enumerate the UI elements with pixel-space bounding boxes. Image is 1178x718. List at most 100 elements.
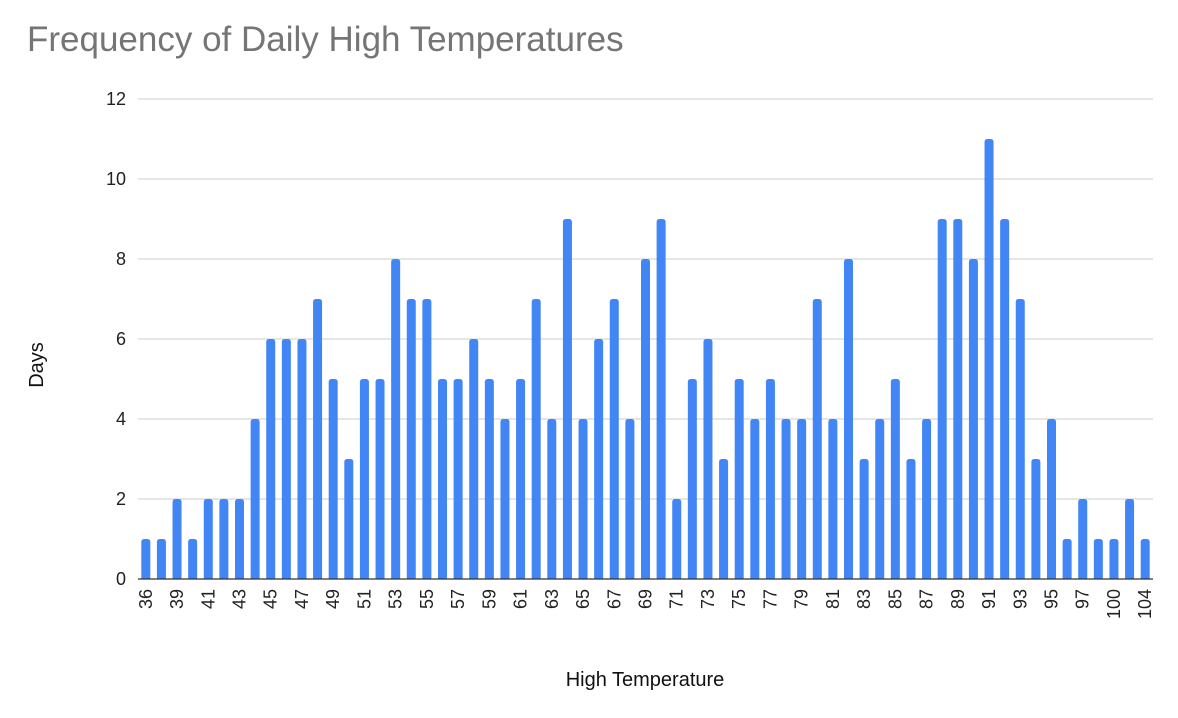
x-tick-label: 49 — [323, 589, 343, 609]
bar-79 — [797, 419, 807, 579]
x-tick-label: 55 — [417, 589, 437, 609]
x-tick-label: 95 — [1042, 589, 1062, 609]
bar-53 — [391, 259, 401, 579]
bar-77 — [765, 379, 775, 579]
y-tick-label: 0 — [116, 569, 126, 589]
y-tick-label: 2 — [116, 489, 126, 509]
x-tick-label: 63 — [542, 589, 562, 609]
bar-54 — [406, 299, 416, 579]
bar-97 — [1078, 499, 1088, 579]
bar-94 — [1031, 459, 1041, 579]
bar-75 — [734, 379, 744, 579]
x-tick-label: 83 — [854, 589, 874, 609]
x-tick-label: 71 — [667, 589, 687, 609]
bar-92 — [1000, 219, 1010, 579]
x-tick-label: 81 — [823, 589, 843, 609]
x-tick-label: 104 — [1135, 589, 1155, 619]
bar-81 — [828, 419, 838, 579]
bar-85 — [890, 379, 900, 579]
bar-66 — [594, 339, 604, 579]
x-tick-label: 57 — [448, 589, 468, 609]
bar-101 — [1125, 499, 1135, 579]
bar-48 — [313, 299, 323, 579]
bar-69 — [641, 259, 650, 579]
bar-104 — [1140, 539, 1150, 579]
bar-50 — [344, 459, 354, 579]
bar-55 — [422, 299, 432, 579]
bar-90 — [968, 259, 978, 579]
y-tick-label: 8 — [116, 249, 126, 269]
bar-49 — [328, 379, 338, 579]
bar-93 — [1015, 299, 1025, 579]
y-tick-label: 10 — [106, 169, 126, 189]
x-tick-label: 69 — [636, 589, 656, 609]
bar-98 — [1093, 539, 1103, 579]
bar-47 — [297, 339, 307, 579]
x-tick-label: 51 — [354, 589, 374, 609]
bar-60 — [500, 419, 510, 579]
bar-39 — [172, 499, 182, 579]
x-tick-label: 73 — [698, 589, 718, 609]
x-tick-label: 87 — [917, 589, 937, 609]
bar-59 — [484, 379, 494, 579]
x-tick-label: 39 — [167, 589, 187, 609]
bar-63 — [547, 419, 557, 579]
bar-62 — [531, 299, 541, 579]
bar-96 — [1062, 539, 1072, 579]
bar-91 — [984, 139, 994, 579]
x-axis-label: High Temperature — [566, 669, 725, 691]
bar-42 — [219, 499, 229, 579]
x-tick-label: 53 — [386, 589, 406, 609]
bar-43 — [235, 499, 244, 579]
bar-71 — [672, 499, 682, 579]
y-axis-label: Days — [26, 342, 48, 388]
bar-44 — [250, 419, 260, 579]
bar-95 — [1047, 419, 1056, 579]
bar-86 — [906, 459, 916, 579]
bar-73 — [703, 339, 713, 579]
x-tick-label: 59 — [479, 589, 499, 609]
bar-45 — [266, 339, 276, 579]
bar-46 — [281, 339, 291, 579]
bar-61 — [516, 379, 526, 579]
x-axis-ticks: 36 39 41 43 45 47 49 51 53 55 57 59 61 63 65 67 69 71 73 75… — [136, 589, 1155, 619]
bar-41 — [203, 499, 213, 579]
bar-78 — [781, 419, 791, 579]
y-axis-ticks: 0 2 4 6 8 10 12 — [106, 89, 126, 589]
bar-40 — [188, 539, 198, 579]
bar-82 — [844, 259, 853, 579]
bar-65 — [578, 419, 588, 579]
x-tick-label: 77 — [760, 589, 780, 609]
bar-67 — [609, 299, 619, 579]
x-tick-label: 61 — [511, 589, 531, 609]
bar-76 — [750, 419, 760, 579]
x-tick-label: 47 — [292, 589, 312, 609]
y-tick-label: 4 — [116, 409, 126, 429]
x-tick-label: 89 — [948, 589, 968, 609]
bar-88 — [937, 219, 947, 579]
x-tick-label: 79 — [792, 589, 812, 609]
bar-52 — [375, 379, 385, 579]
chart-title: Frequency of Daily High Temperatures — [27, 20, 624, 59]
bar-36 — [141, 539, 151, 579]
x-tick-label: 41 — [198, 589, 218, 609]
bar-74 — [719, 459, 729, 579]
bar-57 — [453, 379, 463, 579]
bar-87 — [922, 419, 932, 579]
bar-89 — [953, 219, 963, 579]
bar-80 — [812, 299, 822, 579]
bar-56 — [438, 379, 447, 579]
bar-100 — [1109, 539, 1119, 579]
x-tick-label: 100 — [1104, 589, 1124, 619]
x-tick-label: 93 — [1010, 589, 1030, 609]
x-tick-label: 36 — [136, 589, 156, 609]
bar-84 — [875, 419, 885, 579]
x-tick-label: 45 — [261, 589, 281, 609]
bar-68 — [625, 419, 635, 579]
x-tick-label: 67 — [604, 589, 624, 609]
bar-51 — [359, 379, 369, 579]
x-tick-label: 91 — [979, 589, 999, 609]
bar-83 — [859, 459, 869, 579]
x-tick-label: 75 — [729, 589, 749, 609]
